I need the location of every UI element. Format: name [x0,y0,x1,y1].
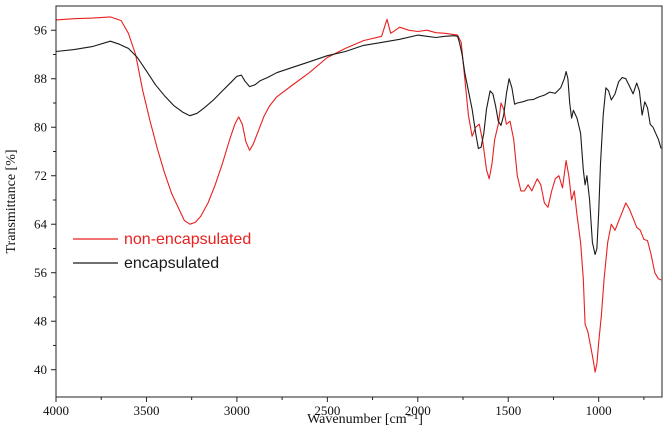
x-tick-label: 4000 [43,403,69,418]
plot-frame [55,5,663,398]
x-tick-label: 3500 [133,403,159,418]
series-line-encapsulated [55,34,662,256]
y-axis-title: Transmittance [%] [4,149,19,253]
x-axis-title: Wavenumber [cm⁻¹] [307,412,423,427]
x-tick-label: 2500 [314,403,340,418]
legend-label-encapsulated: encapsulated [124,255,219,272]
legend-label-non-encapsulated: non-encapsulated [124,231,251,248]
x-tick-label: 2000 [405,403,431,418]
legend: non-encapsulated encapsulated [73,231,251,272]
x-tick-label: 1000 [586,403,612,418]
series-line-non-encapsulated [55,16,662,373]
y-tick-label: 72 [34,168,47,183]
y-tick-label: 56 [34,265,48,280]
x-tick-label: 1500 [495,403,521,418]
y-tick-label: 64 [34,217,48,232]
y-tick-label: 48 [34,314,47,329]
y-tick-label: 96 [34,23,48,38]
y-tick-label: 40 [34,362,47,377]
x-tick-label: 3000 [224,403,250,418]
y-tick-label: 88 [34,71,47,86]
y-tick-label: 80 [34,120,47,135]
